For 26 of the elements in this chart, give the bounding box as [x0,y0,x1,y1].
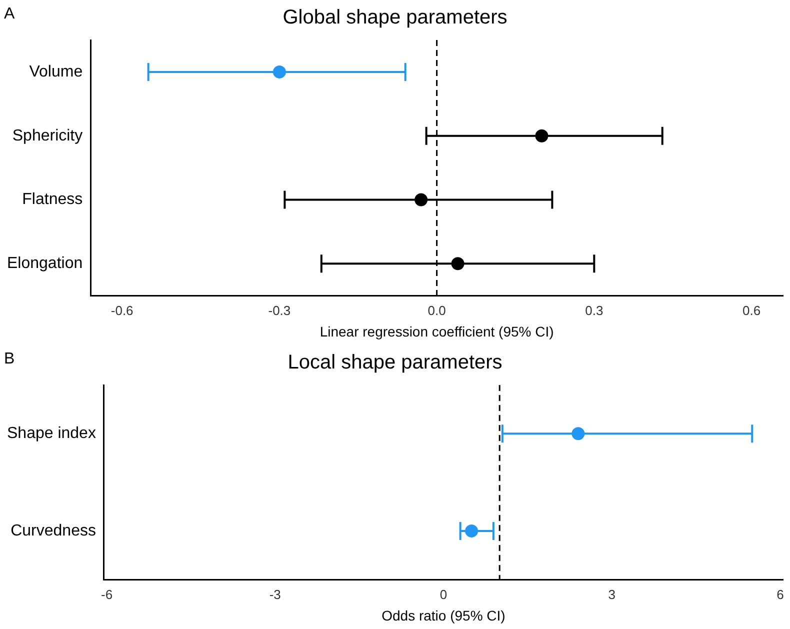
y-tick-label: Curvedness [10,522,96,540]
x-tick-label: 0.0 [428,302,446,318]
x-tick-label: -3 [269,586,281,602]
y-tick-label: Sphericity [12,127,83,144]
y-tick-label: Volume [29,63,83,80]
y-tick-label: Flatness [22,191,83,208]
chart-title: Local shape parameters [288,352,502,374]
point [451,257,464,270]
point [535,129,548,142]
x-tick-label: -0.6 [110,302,134,318]
x-axis-title: Linear regression coefficient (95% CI) [320,323,554,340]
x-tick-label: 3 [608,586,616,602]
x-tick-label: -6 [100,586,113,602]
point [414,193,428,206]
x-tick-label: 0.6 [742,302,761,318]
x-tick-label: 0.3 [585,302,604,318]
x-tick-label: 0 [440,586,448,602]
x-tick-label: -0.3 [268,302,291,318]
chart-title: Global shape parameters [282,6,508,29]
x-tick-label: 6 [776,586,784,602]
y-tick-label: Shape index [6,425,96,442]
point [272,65,286,78]
y-tick-label: Elongation [6,255,83,272]
text: A [4,5,15,22]
x-axis-title: Odds ratio (95% CI) [382,607,506,624]
text: B [4,350,15,368]
